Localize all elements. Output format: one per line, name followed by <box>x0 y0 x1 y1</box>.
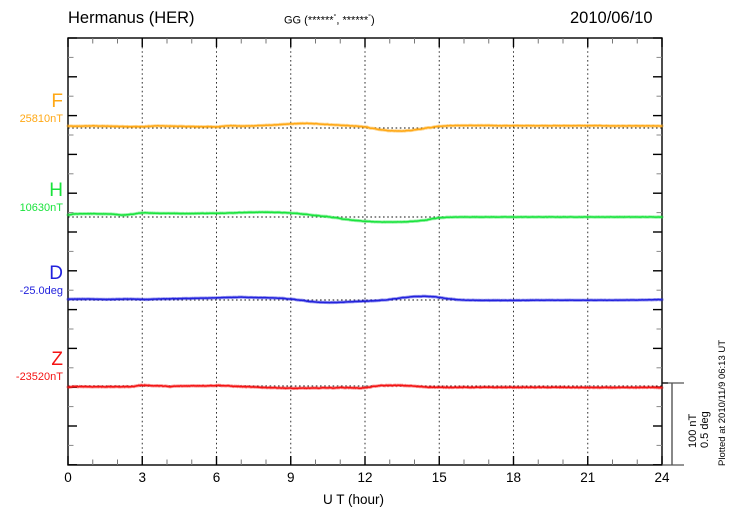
component-baseline-z: -23520nT <box>15 371 63 383</box>
trace-d <box>67 295 663 304</box>
x-axis-title: U T (hour) <box>323 492 385 507</box>
component-baseline-f: 25810nT <box>19 113 63 125</box>
scale-bar-caption: 100 nT 0.5 deg <box>687 411 711 448</box>
coords-separator: , <box>336 14 343 27</box>
component-symbol-h: H <box>49 180 63 201</box>
x-tick-label: 3 <box>138 470 146 485</box>
coords-open-paren: ( <box>301 14 308 27</box>
component-label-z: Z -23520nT <box>16 350 63 383</box>
x-tick-label: 18 <box>505 470 522 485</box>
x-tick-label: 6 <box>212 470 221 485</box>
scale-bar-nt: 100 nT <box>687 413 699 448</box>
x-tick-label: 9 <box>286 470 295 485</box>
component-baseline-h: 10630nT <box>19 202 63 214</box>
component-label-d: D -25.0deg <box>20 264 63 297</box>
component-label-f: F 25810nT <box>20 92 63 125</box>
component-symbol-z: Z <box>51 349 63 370</box>
component-label-h: H 10630nT <box>20 181 63 214</box>
coords-close-paren: ) <box>370 14 375 27</box>
scale-bar-deg: 0.5 deg <box>698 411 711 448</box>
observation-date: 2010/06/10 <box>570 9 653 27</box>
degree-symbol-lat: ° <box>333 14 337 21</box>
x-tick-label: 15 <box>431 470 447 485</box>
station-title: Hermanus (HER) <box>68 9 195 27</box>
component-baseline-d: -25.0deg <box>19 285 63 297</box>
component-symbol-f: F <box>51 91 63 112</box>
component-symbol-d: D <box>49 263 63 284</box>
coords-longitude: ****** <box>342 14 369 27</box>
plot-frame <box>67 37 663 466</box>
x-tick-label: 0 <box>64 470 72 485</box>
x-tick-label: 12 <box>357 470 373 485</box>
coords-latitude: ****** <box>307 14 334 27</box>
coords-prefix: GG <box>284 14 302 27</box>
x-tick-label: 21 <box>580 470 596 485</box>
trace-h <box>68 211 663 223</box>
geographic-coordinates: GG (******°, ******°) <box>284 14 375 27</box>
trace-f <box>67 122 663 132</box>
plotted-timestamp: Plotted at 2010/11/9 06:13 UT <box>717 339 728 466</box>
degree-symbol-lon: ° <box>368 14 371 21</box>
trace-z <box>67 384 663 390</box>
x-tick-label: 24 <box>654 470 670 485</box>
